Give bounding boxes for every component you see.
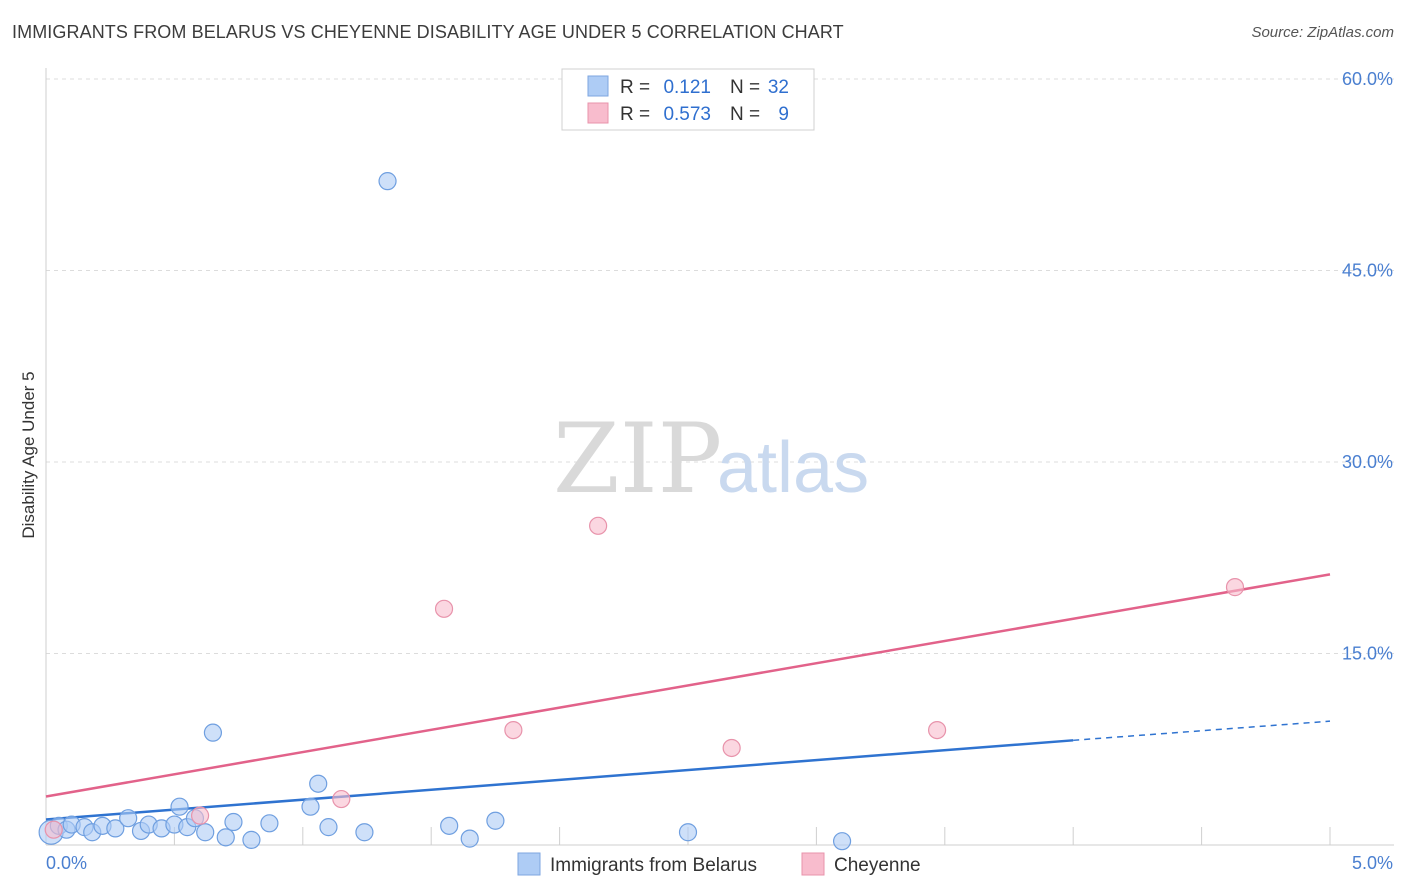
trend-line-0 <box>45 739 1074 821</box>
point-0-17 <box>203 723 223 742</box>
grid-lines <box>46 78 1394 654</box>
point-0-13 <box>170 797 189 816</box>
point-1-0 <box>44 820 63 839</box>
chart-title: IMMIGRANTS FROM BELARUS VS CHEYENNE DISA… <box>12 22 844 42</box>
bottom-legend-swatch-cheyenne <box>801 852 825 876</box>
y-tick-label-2: 45.0% <box>1342 261 1393 281</box>
point-0-20 <box>242 830 261 849</box>
legend-n-label-belarus: N = <box>730 77 760 98</box>
point-0-21 <box>260 814 279 833</box>
stats-legend: R = 0.121 N = 32 R = 0.573 N = 9 <box>561 68 815 131</box>
bottom-legend-swatch-belarus <box>517 852 541 876</box>
legend-n-value-belarus: 32 <box>768 77 789 98</box>
source-label: Source: ZipAtlas.com <box>1251 24 1394 41</box>
point-1-3 <box>434 599 454 618</box>
legend-swatch-belarus <box>587 75 609 97</box>
x-tick-label-0: 0.0% <box>46 853 87 873</box>
legend-r-value-belarus: 0.121 <box>663 77 711 98</box>
bottom-legend-label-cheyenne: Cheyenne <box>834 855 921 876</box>
x-tick-labels: 0.0% 5.0% <box>46 853 1393 873</box>
point-0-8 <box>119 809 138 828</box>
point-0-16 <box>196 823 215 842</box>
point-0-30 <box>678 823 698 842</box>
point-0-26 <box>378 172 397 191</box>
y-tick-label-0: 15.0% <box>1342 644 1393 664</box>
point-0-29 <box>486 811 505 830</box>
x-tick-label-1: 5.0% <box>1352 853 1393 873</box>
point-0-23 <box>309 774 328 793</box>
point-0-27 <box>440 816 459 835</box>
legend-r-label-cheyenne: R = <box>620 104 650 125</box>
y-axis-label: Disability Age Under 5 <box>19 371 38 538</box>
point-0-18 <box>216 828 235 847</box>
point-0-22 <box>301 797 320 816</box>
y-tick-label-1: 30.0% <box>1342 452 1393 472</box>
watermark-zip: ZIP <box>553 403 722 515</box>
legend-r-label-belarus: R = <box>620 77 650 98</box>
legend-n-value-cheyenne: 9 <box>778 104 789 125</box>
trend-lines <box>45 573 1331 821</box>
point-0-7 <box>106 819 125 838</box>
point-1-6 <box>722 738 741 758</box>
legend-r-value-cheyenne: 0.573 <box>663 104 711 125</box>
watermark-atlas: atlas <box>717 428 869 508</box>
point-1-8 <box>1225 578 1245 597</box>
series-legend: Immigrants from Belarus Cheyenne <box>517 852 921 876</box>
point-0-28 <box>460 829 479 848</box>
point-0-24 <box>319 818 338 837</box>
data-points <box>38 172 1245 851</box>
trend-line-dashed-0 <box>1073 720 1331 742</box>
point-1-4 <box>504 720 523 740</box>
y-tick-labels: 15.0% 30.0% 45.0% 60.0% <box>1342 69 1393 664</box>
legend-swatch-cheyenne <box>587 102 609 124</box>
point-1-2 <box>332 789 351 809</box>
point-0-25 <box>355 823 374 842</box>
bottom-legend-label-belarus: Immigrants from Belarus <box>550 855 757 876</box>
y-tick-label-3: 60.0% <box>1342 69 1393 89</box>
legend-n-label-cheyenne: N = <box>730 104 760 125</box>
trend-line-1 <box>45 573 1331 798</box>
point-1-1 <box>190 806 210 825</box>
point-1-7 <box>927 720 947 740</box>
point-1-5 <box>589 516 608 535</box>
point-0-19 <box>224 812 243 832</box>
point-0-31 <box>832 832 852 851</box>
watermark: ZIP atlas <box>553 403 869 515</box>
